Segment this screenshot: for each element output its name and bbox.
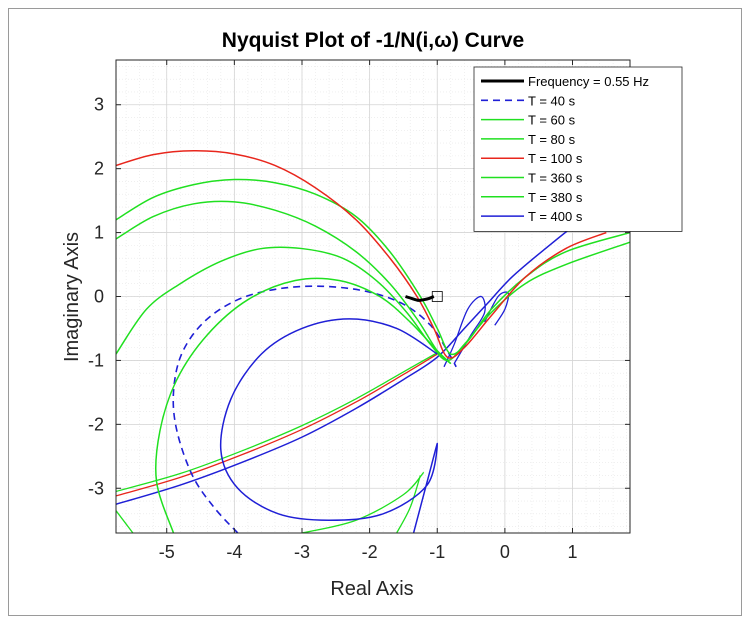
legend-label-4: T = 100 s (528, 151, 583, 166)
legend-label-0: Frequency = 0.55 Hz (528, 74, 649, 89)
legend-label-1: T = 40 s (528, 93, 576, 108)
x-tick-label: -4 (226, 542, 242, 562)
series-line-5 (116, 200, 452, 365)
curve-branch-1 (116, 353, 438, 497)
curve-branch-7 (484, 291, 510, 326)
legend-label-3: T = 80 s (528, 132, 576, 147)
x-tick-label: -5 (159, 542, 175, 562)
frequency-marker-box (431, 291, 443, 302)
series-line-3 (116, 241, 630, 362)
x-axis-label: Real Axis (330, 578, 413, 600)
axes: -5 -4 -3 -2 -1 0 1 -3 -2 -1 0 1 2 3 (88, 59, 631, 562)
y-tick-label: -3 (88, 478, 104, 498)
legend-label-2: T = 60 s (528, 113, 576, 128)
x-tick-label: 1 (568, 542, 578, 562)
x-tick-label: -3 (294, 542, 310, 562)
y-tick-label: 0 (94, 287, 104, 307)
curve-branch-5 (396, 475, 421, 533)
series-line-1 (172, 285, 457, 533)
curve-branch-4 (301, 471, 425, 533)
chart-title: Nyquist Plot of -1/N(i,ω) Curve (222, 29, 524, 52)
series-line-7 (219, 318, 439, 533)
curve-branch-6 (443, 295, 486, 368)
series-line-0 (405, 295, 435, 302)
x-tick-label: -1 (429, 542, 445, 562)
series-line-2 (116, 178, 630, 356)
series-line-4 (116, 150, 607, 359)
y-axis-label: Imaginary Axis (61, 232, 83, 362)
series-line-6 (154, 277, 452, 533)
y-tick-label: 3 (94, 95, 104, 115)
curve-branch-2 (116, 352, 438, 493)
x-tick-label: -2 (362, 542, 378, 562)
x-tick-label: 0 (500, 542, 510, 562)
legend-label-6: T = 380 s (528, 190, 583, 205)
curve-branch-0 (116, 187, 630, 505)
legend-box (473, 66, 683, 232)
legend-label-7: T = 400 s (528, 209, 583, 224)
curve-group (116, 150, 630, 533)
legend: Frequency = 0.55 Hz T = 40 s T = 60 s T = 8… (473, 66, 683, 232)
y-tick-label: 2 (94, 159, 104, 179)
curve-branch-3 (116, 510, 134, 533)
legend-label-5: T = 360 s (528, 171, 583, 186)
y-tick-label: -1 (88, 350, 104, 370)
curves (116, 150, 630, 533)
y-tick-label: 1 (94, 223, 104, 243)
y-tick-label: -2 (88, 414, 104, 434)
